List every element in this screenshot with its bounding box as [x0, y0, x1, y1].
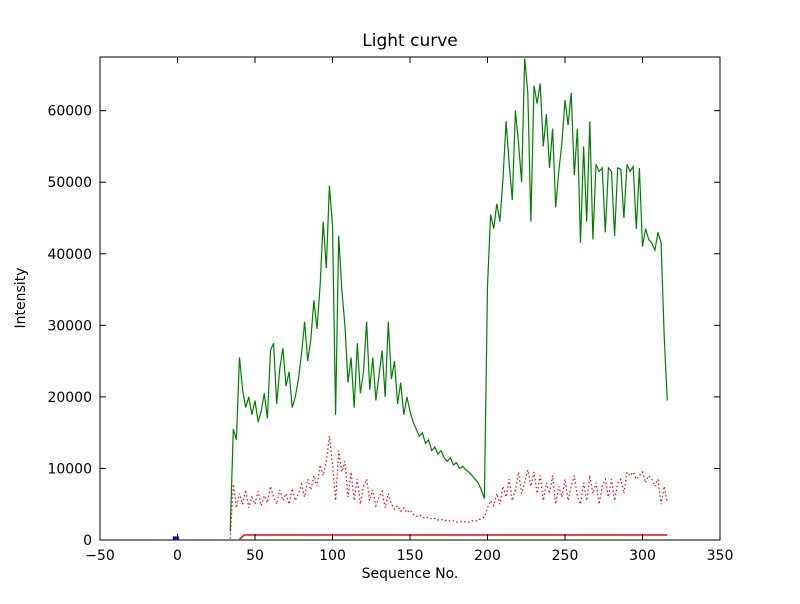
x-tick-label: 0 — [173, 548, 182, 564]
x-tick-label: 350 — [707, 548, 734, 564]
y-tick-label: 30000 — [47, 318, 92, 334]
green-line — [229, 58, 668, 532]
y-tick-label: 10000 — [47, 461, 92, 477]
x-tick-label: 150 — [397, 548, 424, 564]
red-solid-line — [239, 534, 668, 540]
chart-title: Light curve — [362, 31, 457, 51]
x-axis-label: Sequence No. — [362, 566, 459, 582]
y-tick-label: 0 — [83, 533, 92, 549]
x-tick-label: 50 — [246, 548, 264, 564]
x-tick-label: 250 — [552, 548, 579, 564]
y-axis-label: Intensity — [13, 268, 29, 329]
plot-area — [99, 56, 721, 541]
y-tick-label: 50000 — [47, 175, 92, 191]
y-tick-label: 60000 — [47, 104, 92, 120]
y-tick-label: 40000 — [47, 247, 92, 263]
y-tick-label: 20000 — [47, 390, 92, 406]
x-tick-label: −50 — [85, 548, 115, 564]
red-dotted-line — [229, 436, 668, 539]
x-tick-label: 200 — [474, 548, 501, 564]
plot-series — [172, 58, 668, 540]
axis-ticks: −50 0 50 100 150 200 250 300 3500100002000030000… — [47, 57, 733, 564]
x-tick-label: 300 — [629, 548, 656, 564]
x-tick-label: 100 — [319, 548, 346, 564]
